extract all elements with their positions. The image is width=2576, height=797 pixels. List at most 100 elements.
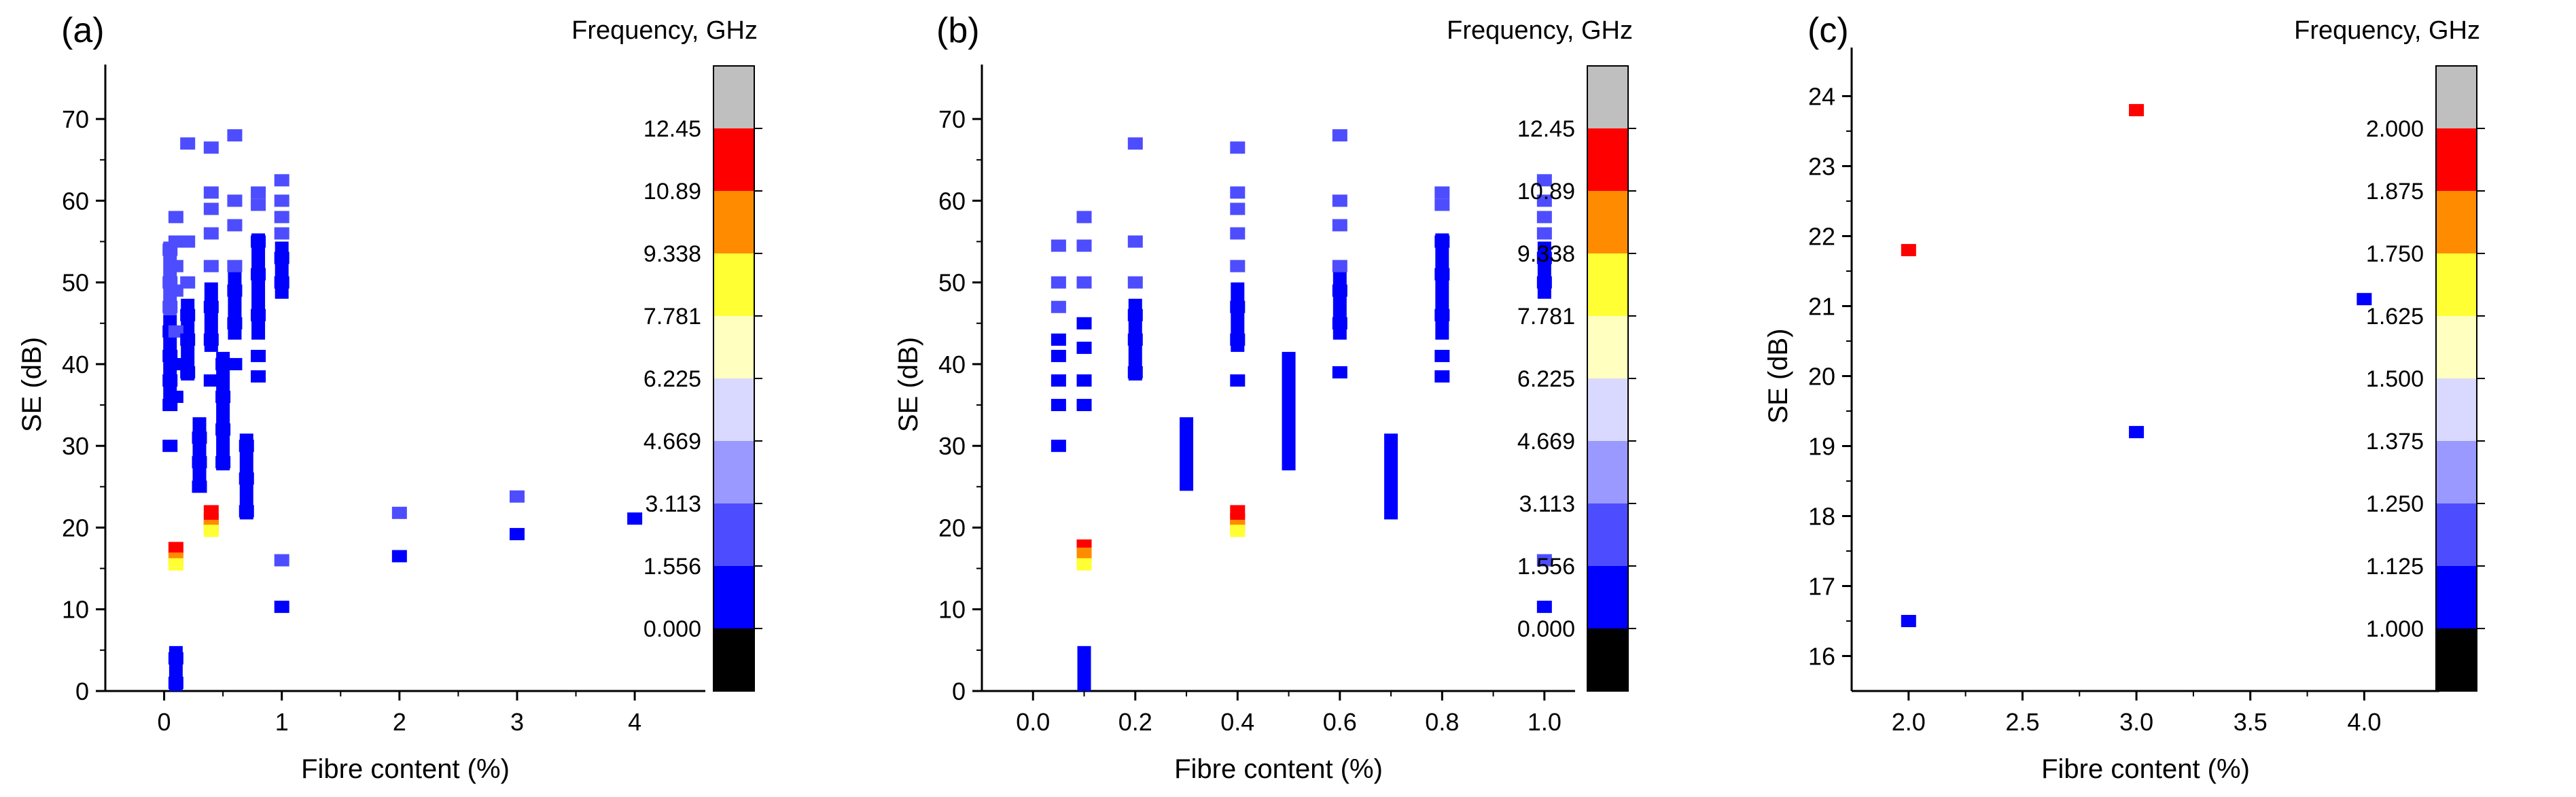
data-point: [1536, 227, 1552, 240]
colorbar-tick-label: 12.45: [643, 116, 701, 142]
colorbar-tick-label: 10.89: [643, 179, 701, 205]
panel-label: (b): [936, 11, 980, 50]
data-point: [192, 431, 207, 444]
colorbar-band: [2436, 503, 2477, 566]
colorbar-tick-label: 1.500: [2366, 366, 2424, 392]
data-point: [1434, 349, 1450, 362]
data-point: [1230, 227, 1246, 240]
y-tick-label: 50: [62, 269, 89, 297]
y-tick-label: 30: [62, 432, 89, 460]
panel-label: (c): [1807, 11, 1849, 50]
data-bar: [251, 233, 266, 340]
data-point: [251, 235, 266, 248]
y-tick-label: 18: [1808, 503, 1835, 531]
x-tick-label: 0: [158, 708, 171, 736]
y-tick-label: 40: [938, 351, 966, 378]
colorbar-title: Frequency, GHz: [571, 16, 758, 45]
colorbar-band: [2436, 378, 2477, 441]
data-point: [203, 525, 219, 537]
y-axis-label: SE (dB): [894, 337, 923, 432]
data-point: [227, 260, 243, 272]
y-tick-label: 20: [62, 514, 89, 542]
data-point: [274, 211, 289, 224]
data-point: [215, 357, 231, 370]
data-point: [1230, 374, 1246, 387]
colorbar-band: [713, 128, 754, 191]
y-tick-label: 10: [938, 596, 966, 624]
data-point: [1536, 554, 1552, 567]
data-bar: [1180, 417, 1194, 491]
y-tick-label: 20: [938, 514, 966, 542]
colorbar-band: [713, 66, 754, 128]
data-point: [227, 357, 243, 370]
y-axis-label: SE (dB): [17, 337, 47, 432]
data-bar: [1384, 433, 1398, 520]
colorbar-band: [1587, 441, 1628, 503]
x-tick-label: 2.5: [2005, 708, 2039, 736]
y-tick-label: 20: [1808, 363, 1835, 391]
data-point: [192, 480, 207, 493]
data-point: [227, 284, 243, 297]
chart-panel-1: (a) 0 10 20 30 40 50 60 70 0 1 2 3 4 Fibre content (%)…: [17, 11, 762, 784]
data-point: [1230, 202, 1246, 215]
data-point: [168, 325, 183, 338]
data-point: [1076, 547, 1092, 560]
data-point: [274, 601, 289, 614]
y-tick-label: 70: [62, 105, 89, 133]
data-point: [627, 512, 643, 525]
data-point: [1051, 374, 1066, 387]
data-point: [1434, 235, 1450, 248]
x-tick-label: 3.0: [2119, 708, 2153, 736]
colorbar-band: [2436, 566, 2477, 628]
x-tick-label: 0.8: [1425, 708, 1459, 736]
data-point: [1536, 276, 1552, 289]
data-point: [1051, 440, 1066, 453]
data-point: [274, 227, 289, 240]
colorbar-band: [713, 566, 754, 628]
data-point: [391, 506, 407, 519]
x-tick-label: 3.5: [2234, 708, 2268, 736]
colorbar-tick-label: 0.000: [1517, 616, 1575, 642]
colorbar-tick-label: 9.338: [643, 241, 701, 267]
data-point: [168, 391, 183, 404]
colorbar-band: [2436, 441, 2477, 503]
y-tick-label: 60: [62, 187, 89, 215]
data-point: [1076, 399, 1092, 412]
data-point: [1076, 211, 1092, 224]
colorbar-tick-label: 1.875: [2366, 179, 2424, 205]
colorbar-tick-label: 1.556: [1517, 554, 1575, 580]
colorbar-band: [1587, 253, 1628, 316]
colorbar-tick-label: 6.225: [1517, 366, 1575, 392]
colorbar-band: [2436, 191, 2477, 253]
colorbar-band: [713, 378, 754, 441]
data-point: [180, 308, 196, 321]
data-point: [168, 211, 183, 224]
y-tick-label: 0: [75, 677, 89, 705]
data-point: [227, 129, 243, 142]
data-point: [1127, 333, 1143, 346]
data-point: [1076, 341, 1092, 354]
data-point: [1127, 308, 1143, 321]
colorbar-tick-label: 4.669: [1517, 429, 1575, 455]
x-tick-label: 4.0: [2347, 708, 2381, 736]
data-point: [180, 333, 196, 346]
data-point: [1332, 284, 1347, 297]
data-point: [1076, 239, 1092, 252]
data-point: [239, 472, 254, 485]
data-point: [1536, 601, 1552, 614]
colorbar-title: Frequency, GHz: [1447, 16, 1633, 45]
x-tick-label: 0.0: [1016, 708, 1050, 736]
y-tick-label: 60: [938, 187, 966, 215]
data-bar: [216, 351, 230, 471]
data-point: [509, 490, 525, 503]
data-point: [239, 505, 254, 518]
colorbar-band: [1587, 128, 1628, 191]
data-point: [1536, 174, 1552, 187]
data-point: [203, 227, 219, 240]
colorbar-tick-label: 7.781: [1517, 304, 1575, 330]
colorbar-tick-label: 12.45: [1517, 116, 1575, 142]
data-point: [168, 284, 183, 297]
y-tick-label: 22: [1808, 223, 1835, 251]
colorbar-band: [713, 191, 754, 253]
